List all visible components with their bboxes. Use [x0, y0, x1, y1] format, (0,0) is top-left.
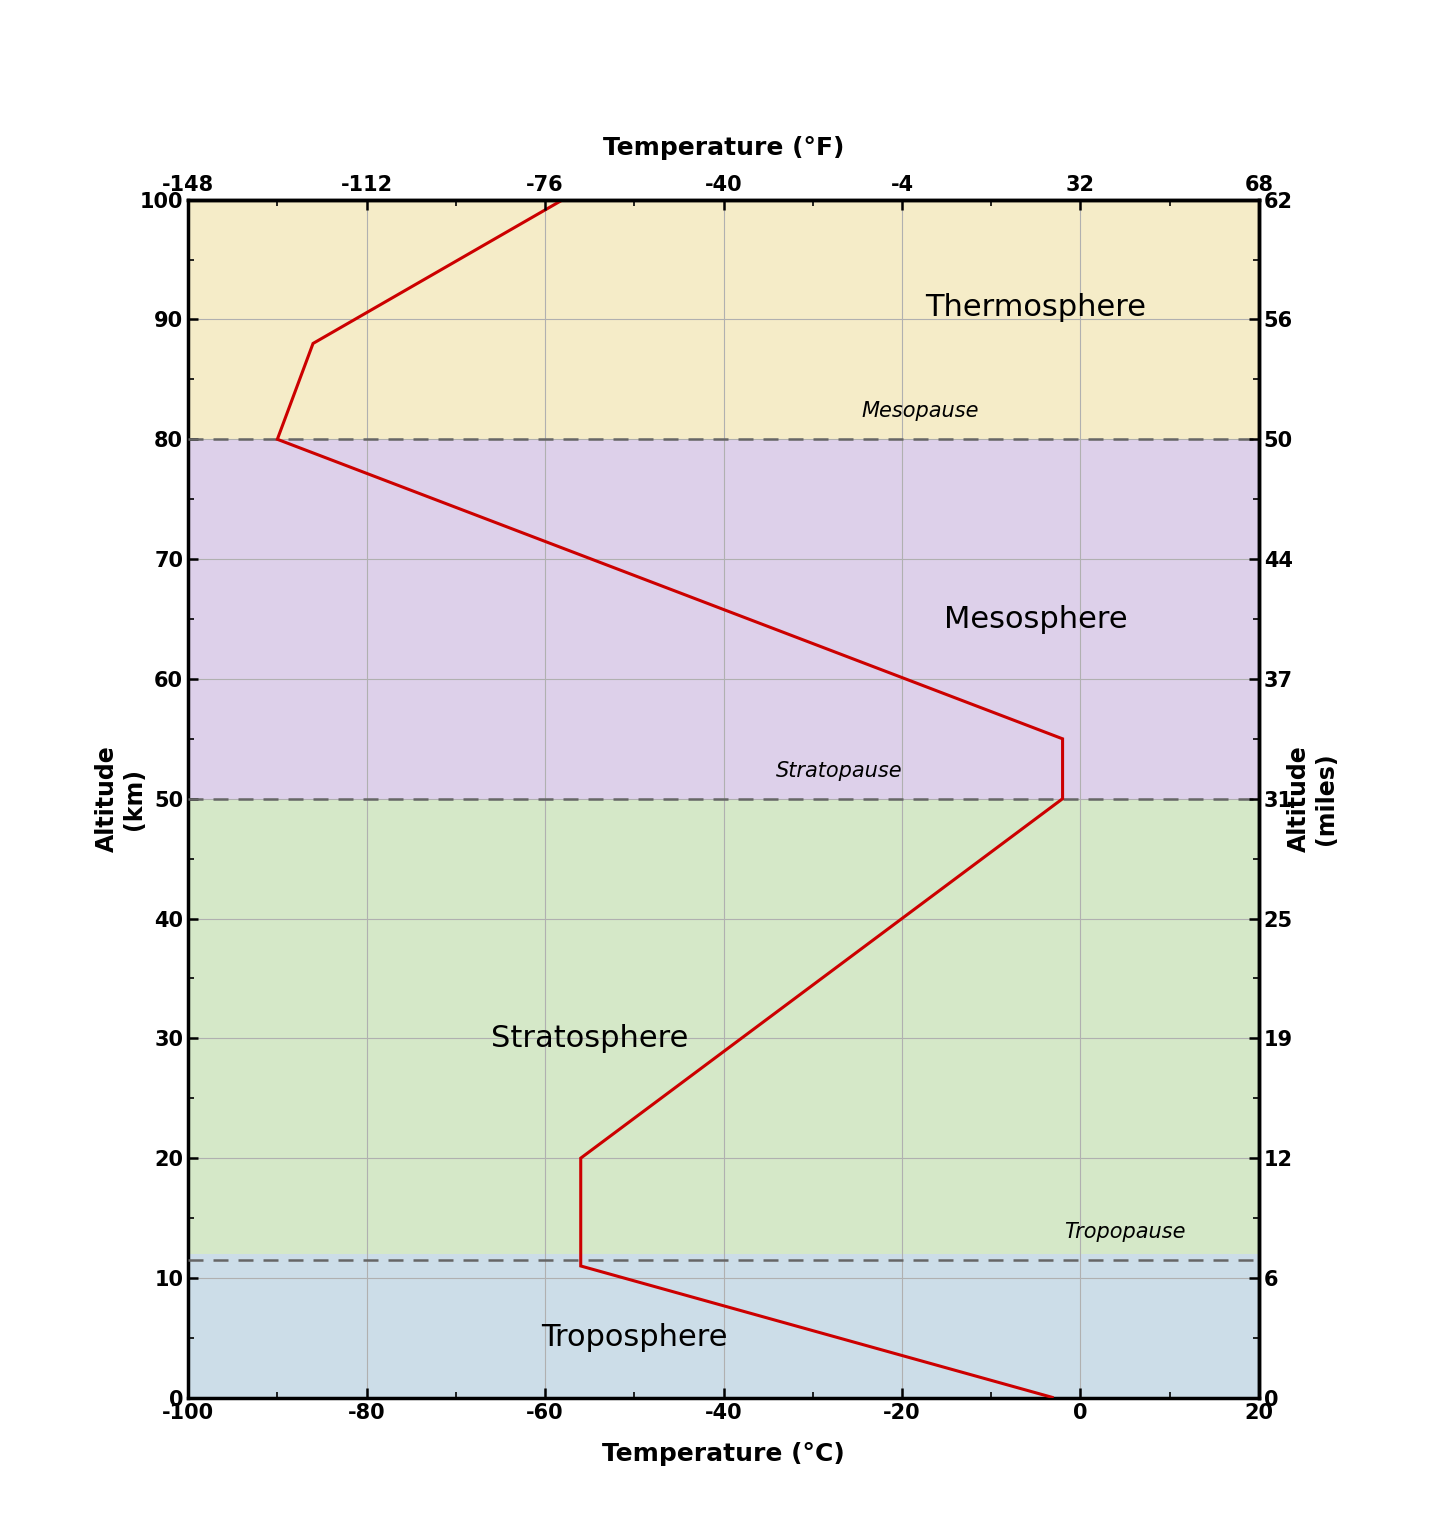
Y-axis label: Altitude
(miles): Altitude (miles): [1286, 745, 1338, 852]
Text: Troposphere: Troposphere: [541, 1324, 728, 1352]
Bar: [188, 200, 1259, 439]
Text: Thermosphere: Thermosphere: [925, 293, 1146, 323]
Text: Stratosphere: Stratosphere: [491, 1025, 689, 1052]
Text: Stratopause: Stratopause: [776, 760, 903, 780]
Bar: [188, 799, 1259, 1253]
Y-axis label: Altitude
(km): Altitude (km): [94, 745, 146, 852]
Text: Tropopause: Tropopause: [1065, 1223, 1185, 1243]
Text: Mesosphere: Mesosphere: [943, 605, 1127, 633]
Bar: [188, 1253, 1259, 1398]
Text: Mesopause: Mesopause: [861, 401, 978, 421]
X-axis label: Temperature (°C): Temperature (°C): [602, 1442, 845, 1465]
Bar: [188, 439, 1259, 799]
X-axis label: Temperature (°F): Temperature (°F): [603, 137, 844, 160]
